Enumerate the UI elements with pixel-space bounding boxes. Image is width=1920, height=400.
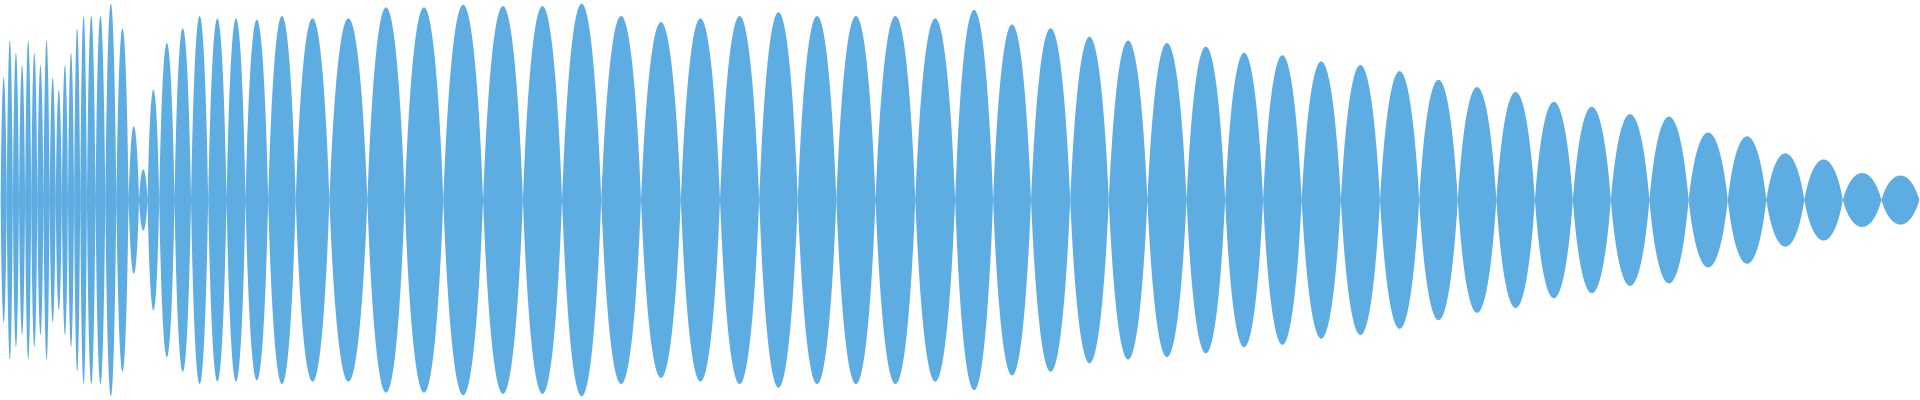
wave-lobe bbox=[268, 15, 296, 385]
wave-lobe bbox=[993, 24, 1032, 376]
wave-lobe bbox=[1186, 46, 1226, 354]
wave-lobe bbox=[955, 9, 994, 391]
wave-lobe bbox=[1031, 28, 1071, 372]
wave-lobe bbox=[1766, 153, 1805, 247]
wave-lobe bbox=[12, 52, 19, 348]
wave-lobe bbox=[1380, 71, 1420, 329]
wave-lobe bbox=[1147, 42, 1187, 358]
wave-lobe bbox=[1496, 92, 1535, 308]
wave-lobe bbox=[1688, 132, 1728, 268]
wave-lobe bbox=[37, 65, 44, 335]
wave-lobe bbox=[483, 6, 523, 394]
wave-lobe bbox=[720, 15, 760, 385]
wave-lobe bbox=[1881, 175, 1920, 225]
wave-lobe bbox=[116, 28, 129, 372]
wave-lobe bbox=[522, 6, 563, 394]
wave-lobe bbox=[74, 28, 81, 372]
wave-lobe bbox=[1610, 114, 1650, 286]
wave-lobe bbox=[915, 18, 956, 382]
wave-lobe bbox=[1804, 159, 1843, 241]
wave-lobe bbox=[680, 18, 720, 382]
wave-lobe bbox=[641, 22, 681, 378]
wave-lobe bbox=[61, 65, 68, 335]
wave-lobe bbox=[174, 28, 192, 372]
wave-lobe bbox=[562, 3, 602, 397]
wave-lobe bbox=[86, 15, 96, 385]
wave-lobe bbox=[105, 3, 117, 397]
wave-lobe bbox=[367, 7, 405, 393]
wave-lobe bbox=[25, 40, 32, 360]
wave-lobe bbox=[329, 18, 368, 382]
wave-lobe bbox=[67, 52, 75, 348]
wave-lobe bbox=[1842, 173, 1882, 227]
wave-lobe bbox=[159, 42, 175, 358]
wave-lobe bbox=[1225, 52, 1264, 348]
wave-lobe bbox=[31, 52, 38, 348]
wave-lobe bbox=[49, 77, 56, 323]
wave-lobe bbox=[147, 89, 160, 311]
wave-lobe bbox=[759, 12, 798, 388]
wave-lobe bbox=[1572, 106, 1611, 294]
wave-lobe bbox=[1727, 136, 1767, 264]
wave-lobe bbox=[0, 77, 7, 323]
wave-lobe bbox=[1108, 40, 1148, 360]
wave-lobe bbox=[404, 7, 444, 393]
wave-lobe bbox=[80, 15, 87, 385]
wave-lobe bbox=[1534, 101, 1573, 299]
wave-lobe bbox=[138, 169, 148, 231]
wave-lobe bbox=[295, 18, 330, 382]
wave-lobe bbox=[797, 15, 837, 385]
wave-lobe bbox=[43, 40, 50, 360]
wave-lobe bbox=[875, 15, 916, 385]
wave-lobe bbox=[245, 19, 269, 381]
wave-lobe bbox=[1457, 87, 1497, 313]
wave-lobe bbox=[128, 126, 139, 274]
wave-lobe bbox=[836, 15, 876, 385]
wave-lobe bbox=[18, 65, 26, 335]
wave-lobe bbox=[191, 15, 209, 385]
wave-lobe bbox=[1070, 36, 1109, 364]
wave-lobe bbox=[6, 40, 13, 360]
wave-lobe bbox=[1263, 55, 1302, 345]
wave-lobe bbox=[1649, 116, 1689, 284]
wave-lobe bbox=[443, 4, 484, 396]
wave-lobe bbox=[601, 15, 642, 385]
wave-lobe bbox=[1419, 79, 1458, 321]
wave-lobe bbox=[1301, 61, 1341, 339]
wave-lobe bbox=[55, 89, 62, 311]
wave-lobe bbox=[208, 18, 227, 382]
wave-lobe bbox=[95, 15, 106, 385]
wave-lobe bbox=[226, 18, 246, 382]
wave-lobe bbox=[1340, 65, 1380, 335]
